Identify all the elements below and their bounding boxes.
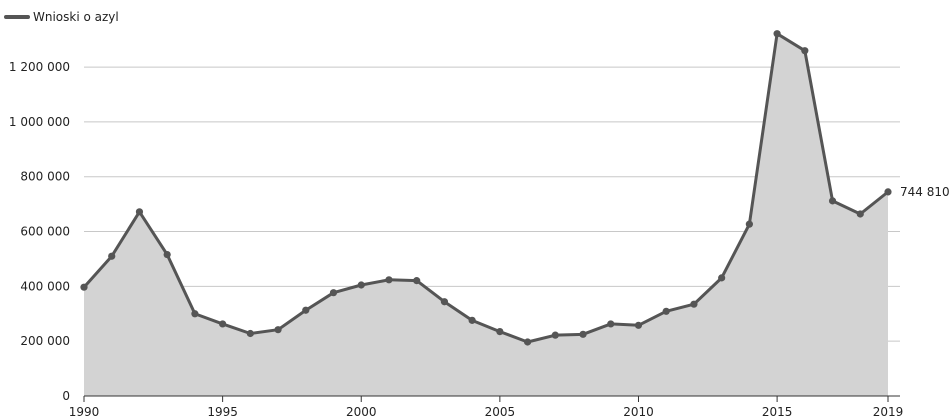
data-point xyxy=(496,327,504,336)
end-value-label: 744 810 xyxy=(900,185,950,199)
series-line-layer xyxy=(82,32,890,344)
legend-label: Wnioski o azyl xyxy=(33,10,119,24)
y-tick-label: 0 xyxy=(62,389,70,403)
data-point xyxy=(690,300,698,308)
data-point xyxy=(413,277,421,285)
y-tick-label: 800 000 xyxy=(20,170,70,184)
data-point xyxy=(302,306,310,314)
data-point xyxy=(357,281,365,289)
data-point xyxy=(828,197,837,205)
y-tick-label: 600 000 xyxy=(20,225,70,239)
data-point xyxy=(135,208,144,216)
data-points xyxy=(80,30,892,346)
data-point xyxy=(801,47,809,55)
data-point xyxy=(856,210,864,218)
data-point xyxy=(191,310,199,318)
x-tick-label: 2015 xyxy=(762,405,793,419)
data-point xyxy=(634,321,643,329)
data-point xyxy=(219,320,227,328)
series-line xyxy=(82,32,890,344)
data-point xyxy=(246,329,254,338)
data-point xyxy=(80,283,88,291)
y-tick-label: 200 000 xyxy=(20,334,70,348)
x-tick-label: 1995 xyxy=(207,405,238,419)
data-point xyxy=(440,298,449,306)
area-fill-layer xyxy=(84,33,888,396)
x-tick-label: 1990 xyxy=(69,405,100,419)
data-point xyxy=(523,338,532,346)
data-point xyxy=(607,320,615,328)
x-tick-label: 2010 xyxy=(623,405,654,419)
tick-labels: 0 200 000 400 000 600 000 800 000 1 000 000 1 … xyxy=(9,60,903,419)
data-point xyxy=(773,30,781,38)
x-tick-label: 2005 xyxy=(485,405,516,419)
x-tick-label: 2000 xyxy=(346,405,377,419)
data-point xyxy=(108,252,116,260)
y-tick-label: 1 000 000 xyxy=(9,115,70,129)
data-point xyxy=(468,316,476,324)
data-point xyxy=(662,307,670,315)
data-point xyxy=(718,274,726,282)
data-point xyxy=(579,330,587,338)
legend: Wnioski o azyl xyxy=(4,10,119,24)
y-tick-label: 1 200 000 xyxy=(9,60,70,74)
area-fill xyxy=(84,33,888,396)
data-point xyxy=(551,331,559,339)
axes xyxy=(83,395,900,402)
data-point xyxy=(745,220,753,228)
data-point xyxy=(274,326,282,334)
data-point xyxy=(385,276,393,284)
x-tick-label: 2019 xyxy=(873,405,904,419)
y-tick-label: 400 000 xyxy=(20,279,70,293)
data-point xyxy=(163,250,171,259)
data-point xyxy=(329,289,338,297)
data-point xyxy=(884,188,892,196)
